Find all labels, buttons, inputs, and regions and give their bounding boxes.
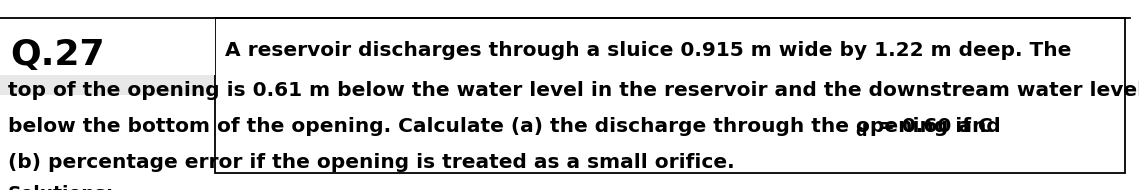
Text: (b) percentage error if the opening is treated as a small orifice.: (b) percentage error if the opening is t… [8,154,735,173]
Text: below the bottom of the opening. Calculate (a) the discharge through the opening: below the bottom of the opening. Calcula… [8,117,993,136]
Text: Q.27: Q.27 [10,38,105,72]
Text: top of the opening is 0.61 m below the water level in the reservoir and the down: top of the opening is 0.61 m below the w… [8,81,1139,100]
Bar [0,0,215,75]
Bar [215,18,1125,173]
Text: Solutions:: Solutions: [8,185,114,190]
Text: = 0.60 and: = 0.60 and [871,117,1001,136]
Bar [0,0,215,95]
Text: d: d [855,124,867,139]
Text: A reservoir discharges through a sluice 0.915 m wide by 1.22 m deep. The: A reservoir discharges through a sluice … [226,40,1072,59]
